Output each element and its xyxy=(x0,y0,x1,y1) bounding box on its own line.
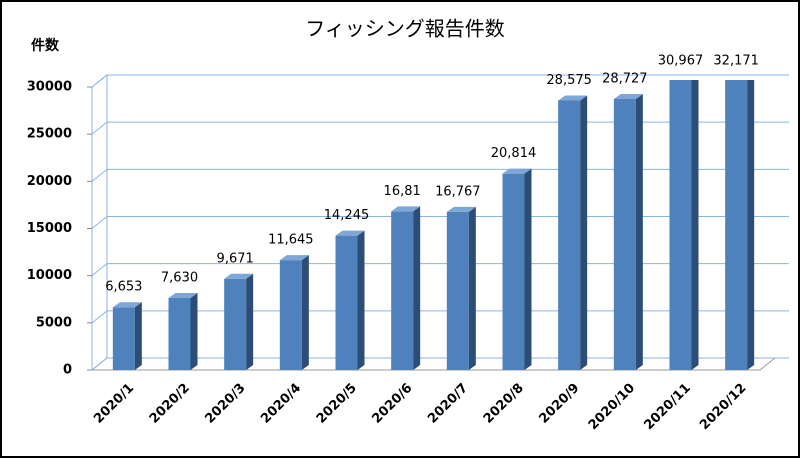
bar xyxy=(112,302,142,370)
bar-side xyxy=(413,206,421,370)
bar-front xyxy=(224,278,247,370)
bar xyxy=(725,80,755,370)
y-tick-label: 0 xyxy=(63,363,72,378)
data-label: 11,645 xyxy=(268,233,314,248)
bar-front xyxy=(613,99,636,370)
bar-top xyxy=(168,293,198,299)
bar-side xyxy=(134,302,142,370)
bar-side xyxy=(357,230,365,370)
bar-front xyxy=(168,298,191,370)
bar-top xyxy=(335,230,365,236)
bar-front xyxy=(725,80,748,370)
bar-front xyxy=(669,80,692,371)
data-label: 20,814 xyxy=(491,146,537,161)
data-label: 28,727 xyxy=(602,72,648,87)
y-tick-label: 5000 xyxy=(36,315,72,330)
data-label: 9,671 xyxy=(217,251,254,266)
bar-side xyxy=(246,273,254,370)
bar xyxy=(224,273,254,370)
bars xyxy=(112,80,755,371)
bar-front xyxy=(112,307,135,370)
data-label: 7,630 xyxy=(161,271,198,286)
bar xyxy=(391,206,421,370)
bar xyxy=(613,94,643,370)
bar xyxy=(558,95,588,370)
bar-top xyxy=(224,273,254,279)
data-label: 14,245 xyxy=(324,208,370,223)
data-label: 30,967 xyxy=(658,54,704,69)
bar xyxy=(335,230,365,370)
bar-side xyxy=(747,80,755,370)
bar xyxy=(669,80,699,371)
bar xyxy=(168,293,198,370)
grid-line xyxy=(91,74,789,88)
bar-front xyxy=(446,211,469,370)
y-tick-label: 10000 xyxy=(27,268,72,283)
bar xyxy=(279,255,309,370)
bar xyxy=(446,206,476,370)
bar-top xyxy=(613,94,643,100)
y-tick-label: 15000 xyxy=(27,221,72,236)
bar-side xyxy=(301,255,309,370)
y-tick-label: 20000 xyxy=(27,174,72,189)
data-label: 32,171 xyxy=(713,54,759,69)
bar-front xyxy=(335,235,358,370)
bar-side xyxy=(468,206,476,370)
bar-top xyxy=(391,206,421,212)
data-label: 6,653 xyxy=(105,280,142,295)
y-tick-label: 25000 xyxy=(27,127,72,142)
bar-front xyxy=(502,173,525,370)
data-label: 16,767 xyxy=(435,184,481,199)
bar-top xyxy=(446,206,476,212)
y-tick-label: 30000 xyxy=(27,80,72,95)
bar-side xyxy=(580,95,588,370)
bar-side xyxy=(190,293,198,370)
bar-top xyxy=(279,255,309,261)
bar-top xyxy=(112,302,142,308)
data-label: 16,81 xyxy=(384,184,421,199)
chart-title: フィッシング報告件数 xyxy=(305,17,505,41)
bar-front xyxy=(279,260,302,370)
y-axis-label: 件数 xyxy=(31,37,60,54)
bar-top xyxy=(502,168,532,174)
bar-side xyxy=(524,168,532,370)
bar-front xyxy=(558,100,581,370)
bar-top xyxy=(558,95,588,101)
bar-front xyxy=(391,211,414,370)
bar xyxy=(502,168,532,370)
data-label: 28,575 xyxy=(546,73,592,88)
bar-side xyxy=(691,80,699,370)
bar-side xyxy=(635,94,643,370)
